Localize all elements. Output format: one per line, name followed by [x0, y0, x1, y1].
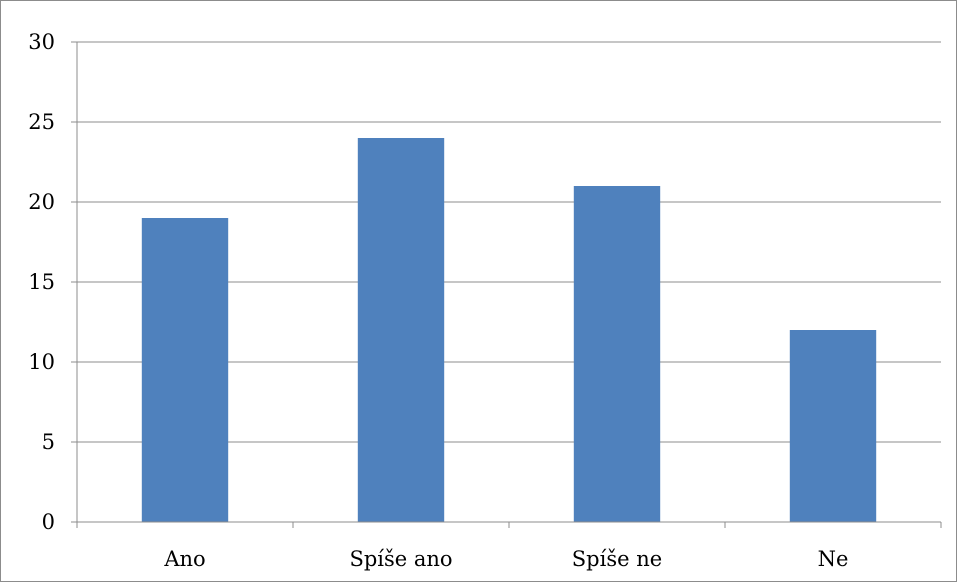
x-axis-tick-labels: Ano Spíše ano Spíše ne Ne: [163, 547, 848, 571]
y-tick-label-10: 10: [28, 350, 55, 374]
axes: [71, 41, 942, 528]
bar-1: [141, 218, 229, 522]
y-tick-label-30: 30: [28, 30, 55, 54]
y-tick-label-15: 15: [28, 270, 55, 294]
y-tick-label-0: 0: [42, 510, 55, 534]
x-tick-label-1: Ano: [163, 547, 205, 571]
x-tick-label-2: Spíše ano: [349, 547, 452, 571]
bar-2: [357, 138, 445, 522]
y-tick-label-5: 5: [42, 430, 55, 454]
bar-4: [789, 330, 877, 522]
y-axis-tick-labels: 0 5 10 15 20 25 30: [28, 30, 55, 534]
bars: [141, 138, 877, 522]
x-tick-label-3: Spíše ne: [572, 547, 662, 571]
bar-3: [573, 186, 661, 522]
x-tick-label-4: Ne: [818, 547, 849, 571]
y-tick-label-20: 20: [28, 190, 55, 214]
y-tick-label-25: 25: [28, 110, 55, 134]
